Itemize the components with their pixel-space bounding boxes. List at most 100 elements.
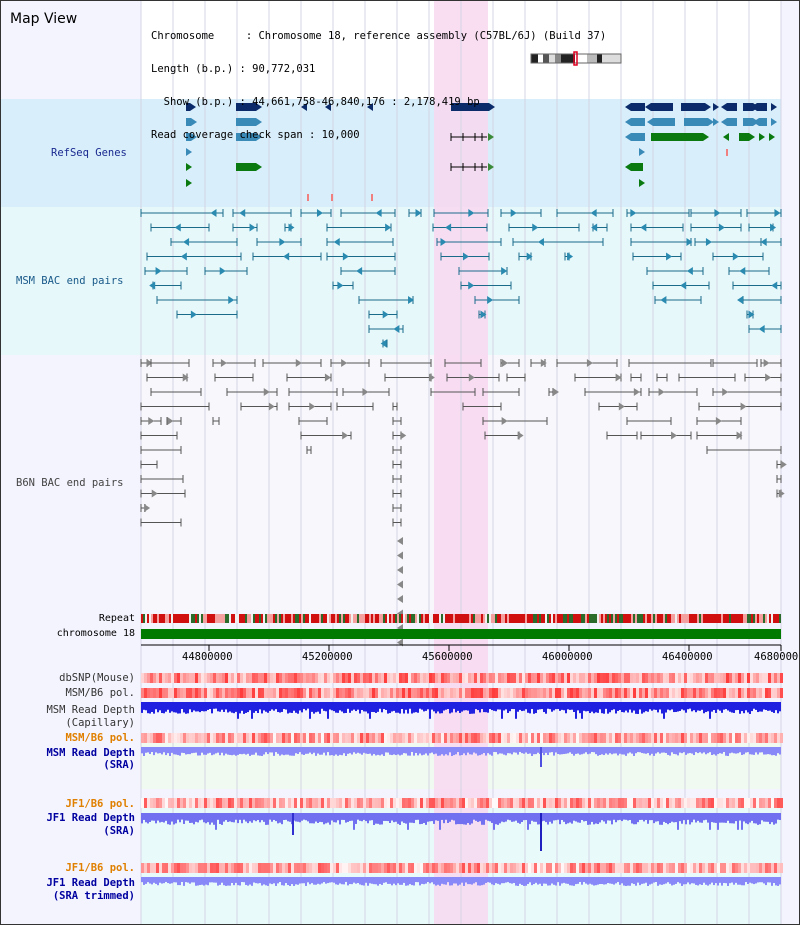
- repeat-cell: [349, 614, 351, 623]
- depth-bar: [571, 747, 573, 754]
- heat-cell: [258, 798, 261, 808]
- heat-cell: [675, 863, 678, 873]
- repeat-cell: [457, 614, 459, 623]
- heat-cell: [303, 798, 306, 808]
- heat-cell: [417, 798, 420, 808]
- heat-cell: [759, 733, 762, 743]
- heat-cell: [738, 733, 741, 743]
- heat-cell: [438, 798, 441, 808]
- depth-bar: [315, 813, 317, 822]
- heat-cell: [570, 863, 573, 873]
- heat-cell: [246, 673, 249, 683]
- heat-cell: [486, 798, 489, 808]
- depth-bar: [641, 702, 643, 714]
- arrow-left: [445, 223, 452, 232]
- heat-cell: [753, 673, 756, 683]
- heat-cell: [660, 798, 663, 808]
- depth-bar: [197, 702, 199, 712]
- depth-bar: [269, 877, 271, 884]
- repeat-cell: [277, 614, 279, 623]
- depth-bar: [255, 747, 257, 753]
- depth-bar: [361, 702, 363, 711]
- depth-bar: [161, 877, 163, 884]
- repeat-cell: [733, 614, 735, 623]
- depth-bar: [739, 813, 741, 821]
- heat-cell: [459, 798, 462, 808]
- repeat-cell: [577, 614, 579, 623]
- marker: [307, 194, 309, 201]
- heat-cell: [600, 863, 603, 873]
- heat-cell: [318, 863, 321, 873]
- depth-bar: [323, 877, 325, 883]
- heat-cell: [507, 688, 510, 698]
- depth-bar: [407, 877, 409, 886]
- depth-bar: [713, 877, 715, 886]
- heat-cell: [630, 798, 633, 808]
- depth-bar: [359, 877, 361, 885]
- repeat-cell: [503, 614, 505, 623]
- heat-cell: [447, 863, 450, 873]
- depth-bar: [517, 813, 519, 823]
- depth-bar: [323, 747, 325, 753]
- depth-bar: [521, 877, 523, 885]
- heat-cell: [555, 733, 558, 743]
- heat-cell: [405, 673, 408, 683]
- arrow-right: [774, 209, 781, 217]
- heat-cell: [774, 733, 777, 743]
- heat-cell: [288, 688, 291, 698]
- heat-cell: [306, 798, 309, 808]
- depth-bar: [759, 702, 761, 712]
- depth-bar: [697, 702, 699, 711]
- depth-bar: [775, 877, 777, 886]
- depth-bar: [499, 813, 501, 824]
- heat-cell: [432, 798, 435, 808]
- heat-cell: [633, 673, 636, 683]
- depth-bar: [669, 813, 671, 823]
- depth-bar: [741, 747, 743, 755]
- depth-bar: [353, 877, 355, 883]
- heat-cell: [492, 798, 495, 808]
- jf1-b6-pol-label-2: JF1/B6 pol.: [65, 862, 135, 874]
- depth-bar: [211, 813, 213, 823]
- heat-cell: [294, 673, 297, 683]
- heat-cell: [420, 688, 423, 698]
- depth-bar: [643, 877, 645, 884]
- repeat-cell: [179, 614, 181, 623]
- arrow-right: [771, 103, 777, 111]
- depth-bar: [283, 877, 285, 886]
- depth-bar: [587, 747, 589, 755]
- repeat-cell: [363, 614, 365, 623]
- depth-bar: [701, 877, 703, 885]
- heat-cell: [714, 733, 717, 743]
- heat-cell: [180, 863, 183, 873]
- depth-bar: [541, 702, 543, 710]
- depth-bar: [649, 747, 651, 756]
- heat-cell: [702, 733, 705, 743]
- depth-bar: [467, 702, 469, 711]
- depth-bar: [155, 747, 157, 753]
- heat-cell: [504, 673, 507, 683]
- depth-bar: [407, 702, 409, 714]
- heat-cell: [672, 733, 675, 743]
- depth-bar: [777, 877, 779, 886]
- heat-cell: [153, 798, 156, 808]
- heat-cell: [744, 673, 747, 683]
- depth-bar: [341, 702, 343, 712]
- depth-bar: [503, 813, 505, 823]
- depth-bar: [179, 877, 181, 886]
- heat-cell: [309, 688, 312, 698]
- depth-bar: [431, 702, 433, 710]
- depth-bar: [585, 877, 587, 884]
- heat-cell: [195, 798, 198, 808]
- depth-bar: [343, 747, 345, 754]
- heat-cell: [141, 798, 144, 808]
- heat-cell: [702, 688, 705, 698]
- heat-cell: [546, 798, 549, 808]
- arrow-right: [780, 460, 787, 469]
- depth-bar: [293, 747, 295, 756]
- depth-bar: [421, 877, 423, 884]
- depth-bar: [599, 747, 601, 755]
- depth-bar: [703, 813, 705, 821]
- heat-cell: [171, 798, 174, 808]
